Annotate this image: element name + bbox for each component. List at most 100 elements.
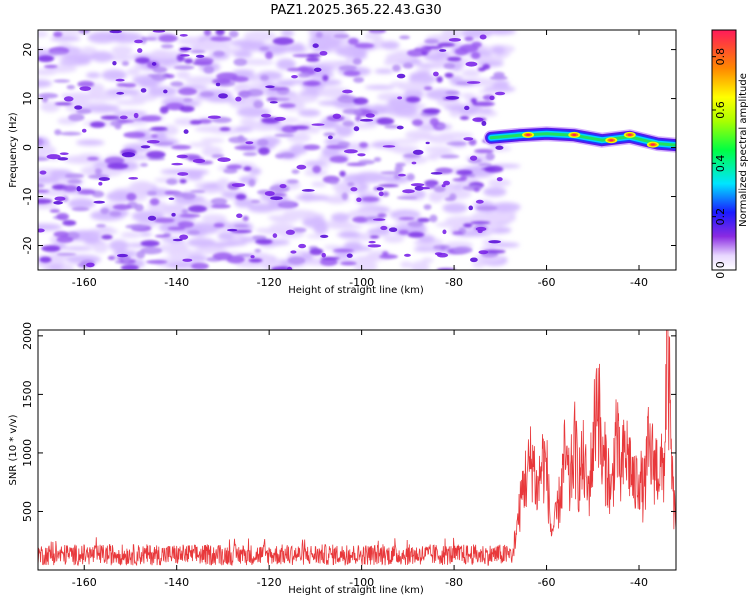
noise-blob xyxy=(62,220,77,226)
noise-blob xyxy=(301,189,315,192)
noise-blob xyxy=(57,157,69,161)
noise-blob xyxy=(87,31,118,44)
noise-blob xyxy=(248,167,262,176)
noise-blob xyxy=(396,73,406,79)
noise-blob xyxy=(396,125,404,130)
noise-blob xyxy=(201,214,227,223)
noise-blob xyxy=(121,60,130,66)
y-tick-label: 1000 xyxy=(21,439,34,467)
noise-blob xyxy=(368,240,376,244)
noise-blob xyxy=(369,235,380,239)
noise-blob xyxy=(163,89,168,94)
noise-blob xyxy=(226,164,243,170)
noise-blob xyxy=(38,79,53,88)
noise-blob xyxy=(470,97,477,104)
noise-blob xyxy=(211,204,231,209)
noise-blob xyxy=(321,220,354,229)
noise-blob xyxy=(442,229,447,235)
noise-blob xyxy=(157,243,189,254)
noise-blob xyxy=(120,231,142,239)
noise-blob xyxy=(494,91,506,96)
noise-blob xyxy=(173,65,195,70)
noise-blob xyxy=(240,118,257,126)
noise-blob xyxy=(385,52,408,62)
noise-blob xyxy=(445,90,460,95)
noise-blob xyxy=(62,53,96,62)
x-tick-label: -160 xyxy=(72,276,97,289)
noise-blob xyxy=(312,165,322,174)
noise-blob xyxy=(242,215,249,222)
noise-blob xyxy=(394,165,404,173)
y-tick-label: -10 xyxy=(21,188,34,206)
noise-blob xyxy=(342,120,355,127)
noise-blob xyxy=(43,64,58,69)
noise-blob xyxy=(453,246,473,254)
noise-blob xyxy=(320,258,338,266)
noise-blob xyxy=(209,241,239,247)
noise-blob xyxy=(292,227,307,233)
noise-blob xyxy=(265,85,275,89)
noise-blob xyxy=(358,190,381,196)
spectrogram-frame xyxy=(37,29,677,271)
noise-blob xyxy=(105,88,140,96)
noise-blob xyxy=(410,183,425,187)
noise-blob xyxy=(152,66,168,74)
noise-blob xyxy=(328,181,339,185)
noise-blob xyxy=(183,129,189,134)
noise-blob xyxy=(353,261,378,270)
noise-blob xyxy=(121,152,136,158)
noise-blob xyxy=(436,98,461,107)
noise-blob xyxy=(234,224,249,228)
noise-blob xyxy=(243,30,277,42)
noise-blob xyxy=(210,36,232,42)
noise-blob xyxy=(119,115,128,120)
noise-blob xyxy=(63,96,74,102)
noise-blob xyxy=(85,72,101,79)
noise-blob xyxy=(407,231,425,238)
noise-blob xyxy=(342,89,353,94)
noise-blob xyxy=(219,127,231,132)
noise-blob xyxy=(272,218,298,223)
noise-blob xyxy=(448,38,461,42)
noise-blob xyxy=(259,43,288,56)
noise-blob xyxy=(177,221,194,228)
noise-blob xyxy=(414,47,423,52)
noise-blob xyxy=(46,154,61,160)
noise-blob xyxy=(179,178,187,184)
noise-blob xyxy=(364,32,382,41)
noise-blob xyxy=(289,143,308,155)
noise-blob xyxy=(235,193,247,200)
noise-blob xyxy=(444,197,455,202)
noise-blob xyxy=(327,135,333,140)
x-tick-label: -80 xyxy=(445,576,463,589)
noise-blob xyxy=(95,224,106,228)
noise-blob xyxy=(433,185,446,193)
noise-blob xyxy=(234,145,256,151)
noise-blob xyxy=(290,42,306,53)
noise-blob xyxy=(140,88,147,93)
noise-blob xyxy=(182,193,196,200)
noise-blob xyxy=(399,35,411,40)
y-tick-label: 500 xyxy=(21,501,34,522)
noise-blob xyxy=(248,258,263,263)
noise-blob xyxy=(171,162,183,166)
noise-blob xyxy=(440,154,460,159)
noise-blob xyxy=(414,185,424,191)
colorbar-tick-label: 0.4 xyxy=(714,155,727,173)
noise-blob xyxy=(490,202,521,213)
snr-x-axis: -160 -140 -120 -100 -80 -60 -40 xyxy=(72,330,648,589)
snr-frame xyxy=(37,329,677,571)
noise-blob xyxy=(245,141,254,145)
noise-blob xyxy=(185,75,221,85)
noise-blob xyxy=(417,71,430,76)
noise-blob xyxy=(39,256,52,263)
noise-blob xyxy=(118,119,135,123)
noise-blob xyxy=(53,200,63,205)
noise-blob xyxy=(109,30,122,34)
noise-blob xyxy=(38,183,45,189)
x-tick-label: -120 xyxy=(257,276,282,289)
noise-blob xyxy=(120,264,139,270)
noise-blob xyxy=(438,132,474,139)
noise-blob xyxy=(77,189,96,195)
noise-blob xyxy=(140,115,162,122)
